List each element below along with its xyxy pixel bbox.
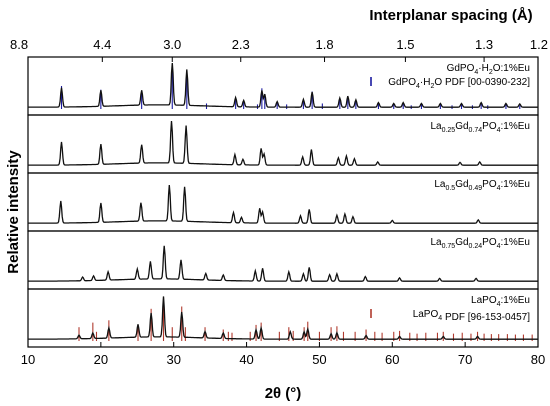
xrd-pattern: [28, 120, 538, 166]
top-tick-label: 3.0: [163, 37, 181, 52]
panel-frame: [27, 288, 539, 348]
panel-3: La0.5Gd0.49PO4:1%Eu: [27, 172, 539, 232]
x-tick-label: 70: [458, 352, 472, 367]
bottom-axis: 10 20 30 40 50 60 70 80: [21, 342, 545, 367]
panel-label: LaPO4:1%Eu: [471, 295, 530, 308]
x-tick-label: 50: [312, 352, 326, 367]
x-axis-title: 2θ (°): [265, 385, 302, 402]
xrd-pattern: [28, 296, 538, 340]
panel-label: La0.75Gd0.24PO4:1%Eu: [430, 237, 530, 250]
legend-label: LaPO4 PDF [96-153-0457]: [413, 309, 531, 323]
x-tick-label: 10: [21, 352, 35, 367]
panel-label: GdPO4·H2O:1%Eu: [447, 63, 530, 76]
top-tick-label: 1.3: [475, 37, 493, 52]
xrd-pattern: [28, 62, 538, 108]
top-tick-label: 1.2: [530, 37, 548, 52]
x-tick-label: 60: [385, 352, 399, 367]
legend-entry: LaPO4 PDF [96-153-0457]: [370, 309, 531, 323]
y-axis-title: Relative intensity: [5, 150, 22, 274]
top-tick-label: 1.5: [396, 37, 414, 52]
x-tick-label: 30: [166, 352, 180, 367]
xrd-pattern: [28, 245, 538, 282]
x-tick-label: 20: [94, 352, 108, 367]
panel-2: La0.25Gd0.74PO4:1%Eu: [27, 114, 539, 174]
panel-4: La0.75Gd0.24PO4:1%Eu: [27, 230, 539, 290]
top-tick-label: 4.4: [93, 37, 111, 52]
top-tick-label: 1.8: [315, 37, 333, 52]
x-tick-label: 80: [531, 352, 545, 367]
xrd-pattern: [28, 184, 538, 224]
top-axis: 8.8 4.4 3.0 2.3 1.8 1.5 1.3 1.2: [10, 37, 548, 62]
panel-label: La0.25Gd0.74PO4:1%Eu: [430, 121, 530, 134]
legend-label: GdPO4·H2O PDF [00-0390-232]: [388, 77, 530, 90]
top-axis-title: Interplanar spacing (Å): [369, 7, 532, 24]
top-tick-label: 2.3: [232, 37, 250, 52]
legend-entry: GdPO4·H2O PDF [00-0390-232]: [370, 77, 530, 90]
x-tick-label: 40: [239, 352, 253, 367]
top-tick-label: 8.8: [10, 37, 28, 52]
panel-label: La0.5Gd0.49PO4:1%Eu: [434, 179, 530, 192]
